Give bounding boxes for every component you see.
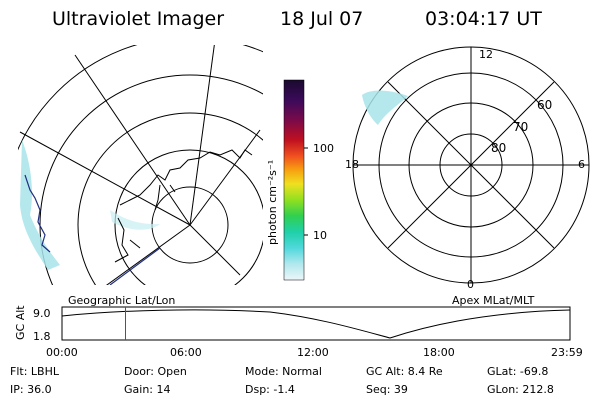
timeline-ytick-1-8: 1.8 <box>33 330 51 343</box>
aurora-region <box>110 210 160 230</box>
altitude-curve <box>61 309 571 339</box>
status-seq: Seq: 39 <box>366 383 408 396</box>
timeline-xtick: 18:00 <box>423 346 455 359</box>
geo-panel-label: Geographic Lat/Lon <box>68 294 176 307</box>
status-ip: IP: 36.0 <box>10 383 52 396</box>
status-dsp: Dsp: -1.4 <box>245 383 295 396</box>
timeline-xtick: 12:00 <box>297 346 329 359</box>
date-label: 18 Jul 07 <box>280 8 364 30</box>
timeline-xtick: 06:00 <box>170 346 202 359</box>
status-glat: GLat: -69.8 <box>487 365 549 378</box>
lat-circle <box>114 149 263 285</box>
status-door: Door: Open <box>124 365 187 378</box>
terminator-line <box>109 247 161 285</box>
mlt-label-0: 0 <box>467 278 474 291</box>
timeline-xtick: 00:00 <box>46 346 78 359</box>
meridian <box>74 54 191 226</box>
timeline-ytick-9: 9.0 <box>33 307 51 320</box>
status-gc-alt: GC Alt: 8.4 Re <box>366 365 443 378</box>
timeline-xtick: 23:59 <box>551 346 583 359</box>
status-flt: Flt: LBHL <box>10 365 59 378</box>
coastline <box>114 217 141 263</box>
mlat-label-70: 70 <box>513 120 529 134</box>
aurora-region-apex <box>362 90 408 125</box>
aurora-region <box>20 140 60 270</box>
meridian <box>19 131 191 226</box>
apex-panel-label: Apex MLat/MLT <box>452 294 535 307</box>
instrument-title: Ultraviolet Imager <box>52 8 225 30</box>
mlat-label-80: 80 <box>491 141 507 155</box>
lat-circle <box>77 112 263 285</box>
mlt-line-diag <box>387 81 555 249</box>
status-gain: Gain: 14 <box>124 383 171 396</box>
mlt-label-18: 18 <box>345 158 359 171</box>
mlat-label-60: 60 <box>537 98 553 112</box>
antarctica-coast <box>119 149 253 211</box>
mlt-label-6: 6 <box>578 158 585 171</box>
colorbar-tick-10: 10 <box>313 229 327 242</box>
meridian <box>189 45 215 226</box>
time-label: 03:04:17 UT <box>425 8 542 30</box>
status-mode: Mode: Normal <box>245 365 322 378</box>
meridian <box>106 224 191 285</box>
meridian <box>189 224 241 276</box>
coastline <box>24 174 51 253</box>
timeline-axis-label: GC Alt <box>14 305 27 340</box>
timeline-frame <box>61 306 571 341</box>
meridian <box>189 129 261 226</box>
mlt-label-12: 12 <box>479 48 493 61</box>
color-scale-bar <box>283 79 308 281</box>
status-glon: GLon: 212.8 <box>487 383 554 396</box>
colorbar-tick-100: 100 <box>313 142 334 155</box>
